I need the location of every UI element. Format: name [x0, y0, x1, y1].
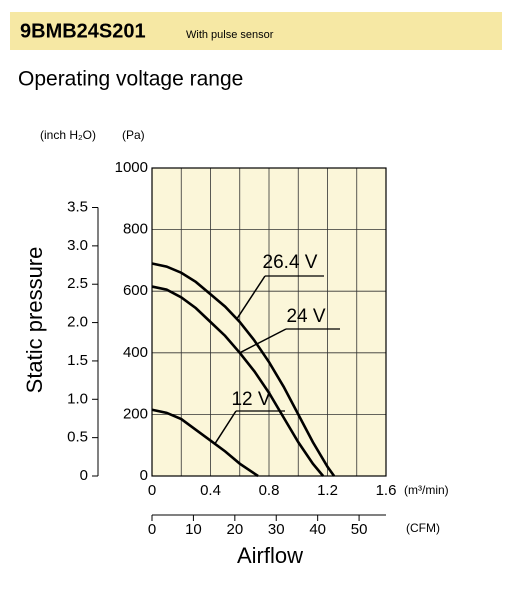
y-tick-label: 0: [140, 467, 148, 484]
y2-tick-label: 3.0: [67, 237, 88, 254]
y2-tick-label: 1.5: [67, 352, 88, 369]
y2-tick-label: 2.0: [67, 314, 88, 331]
series-line: [151, 262, 336, 477]
y-tick-label: 600: [123, 282, 148, 299]
y-axis-label: Static pressure: [22, 247, 47, 394]
y2-tick-label: 3.5: [67, 198, 88, 215]
label-pointer: [239, 328, 287, 354]
x2-unit: (CFM): [406, 521, 440, 535]
label-pointer: [214, 410, 237, 445]
x-tick-label: 1.6: [376, 482, 397, 499]
x2-tick-label: 40: [309, 521, 326, 538]
x-tick-label: 0: [148, 482, 156, 499]
y2-tick-label: 1.0: [67, 390, 88, 407]
x-axis-label: Airflow: [237, 543, 303, 568]
x-tick-label: 1.2: [317, 482, 338, 499]
model-name: 9BMB24S201: [20, 20, 146, 42]
label-pointer: [236, 275, 266, 320]
series-label: 24 V: [286, 306, 325, 327]
header-band: [10, 12, 502, 50]
y-tick-label: 1000: [115, 159, 148, 176]
x2-tick-label: 50: [351, 521, 368, 538]
x2-tick-label: 0: [148, 521, 156, 538]
y2-tick-label: 2.5: [67, 275, 88, 292]
series-label: 26.4 V: [263, 252, 318, 273]
x2-tick-label: 30: [268, 521, 285, 538]
y-tick-label: 200: [123, 405, 148, 422]
chart-title: Operating voltage range: [18, 68, 243, 91]
y2-unit: (inch H₂O): [40, 128, 96, 142]
series-label: 12 V: [231, 389, 270, 410]
y-tick-label: 400: [123, 344, 148, 361]
x2-tick-label: 10: [185, 521, 202, 538]
x-tick-label: 0.8: [259, 482, 280, 499]
y-tick-label: 800: [123, 221, 148, 238]
x2-tick-label: 20: [226, 521, 243, 538]
y2-tick-label: 0: [80, 467, 88, 484]
plot-frame: [151, 167, 387, 477]
x-unit: (m³/min): [404, 483, 449, 497]
x-tick-label: 0.4: [200, 482, 221, 499]
y-unit: (Pa): [122, 128, 145, 142]
series-line: [151, 408, 259, 478]
model-note: With pulse sensor: [186, 29, 274, 41]
y2-tick-label: 0.5: [67, 429, 88, 446]
